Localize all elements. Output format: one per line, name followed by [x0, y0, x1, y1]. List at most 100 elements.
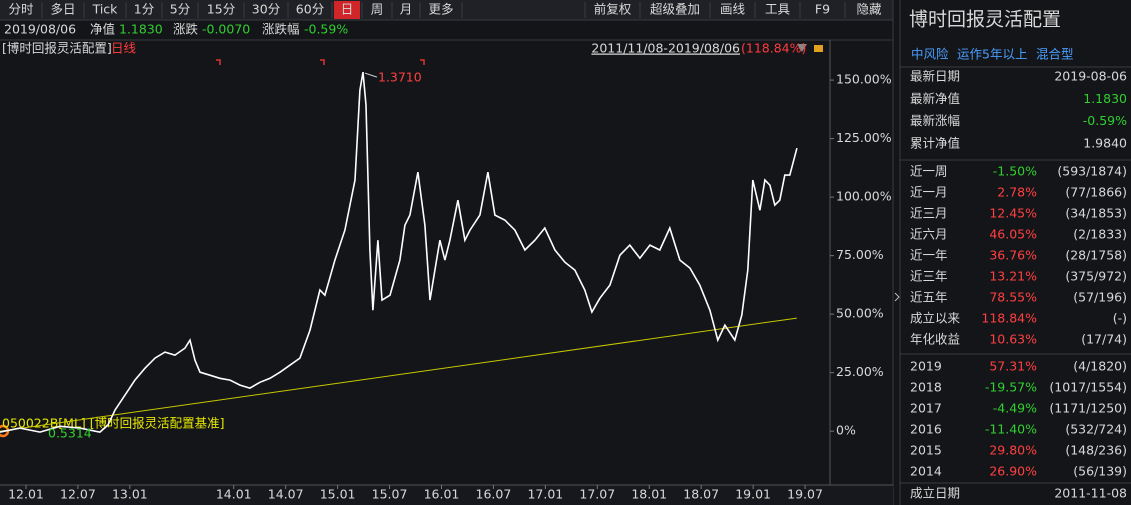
info-label: 净值 — [90, 22, 115, 37]
return-value: 57.31% — [989, 359, 1037, 374]
return-label: 2015 — [910, 443, 942, 458]
annotation: 0.5314 — [48, 426, 92, 441]
return-rank: (148/236) — [1065, 443, 1127, 458]
x-tick-label: 15.01 — [320, 487, 356, 502]
return-value: 10.63% — [989, 332, 1037, 347]
summary-label: 最新涨幅 — [910, 113, 960, 128]
tool-button[interactable]: 前复权 — [594, 2, 632, 17]
info-value: -0.0070 — [202, 22, 250, 37]
x-tick-label: 16.07 — [476, 487, 512, 502]
x-axis-band — [0, 485, 893, 505]
return-label: 2018 — [910, 380, 942, 395]
legend-entry: [博时回报灵活配置] — [2, 41, 112, 56]
return-value: -4.49% — [993, 401, 1037, 416]
return-value: 78.55% — [989, 290, 1037, 305]
event-flag[interactable] — [420, 59, 425, 65]
y-tick-label: 75.00% — [836, 247, 884, 262]
tab[interactable]: 5分 — [170, 2, 190, 17]
return-rank: (28/1758) — [1065, 248, 1127, 263]
summary-label: 最新净值 — [910, 91, 960, 106]
summary-value: 2019-08-06 — [1054, 69, 1127, 84]
tab[interactable]: 60分 — [296, 2, 324, 17]
tab[interactable]: 多日 — [50, 2, 75, 17]
return-value: 118.84% — [981, 311, 1037, 326]
y-tick-label: 100.00% — [836, 189, 892, 204]
return-label: 成立以来 — [910, 311, 961, 326]
toolbar — [0, 0, 893, 20]
summary-value: 1.9840 — [1083, 135, 1127, 150]
tab[interactable]: Tick — [92, 2, 119, 17]
summary-label: 最新日期 — [910, 69, 960, 84]
event-flag[interactable] — [216, 59, 221, 65]
period-label: 日线 — [111, 41, 137, 56]
tool-button[interactable]: F9 — [815, 2, 830, 17]
x-tick-label: 13.01 — [112, 487, 148, 502]
tab[interactable]: 15分 — [207, 2, 235, 17]
y-tick-label: 125.00% — [836, 130, 892, 145]
return-value: -11.40% — [985, 422, 1037, 437]
return-value: 12.45% — [989, 206, 1037, 221]
event-flag[interactable] — [320, 59, 325, 65]
return-label: 近一周 — [910, 164, 948, 179]
annotation-arrow — [364, 72, 378, 78]
return-value: 26.90% — [989, 464, 1037, 479]
series-line — [0, 317, 797, 432]
fund-title: 博时回报灵活配置 — [909, 9, 1061, 31]
y-tick-label: 0% — [836, 423, 856, 438]
return-label: 2014 — [910, 464, 942, 479]
return-value: -19.57% — [985, 380, 1037, 395]
fund-tag: 混合型 — [1036, 47, 1074, 62]
return-rank: (56/139) — [1073, 464, 1127, 479]
dropdown[interactable] — [797, 44, 807, 52]
y-tick-label: 25.00% — [836, 364, 884, 379]
tab[interactable]: 分时 — [8, 2, 34, 17]
return-rank: (1017/1554) — [1049, 380, 1127, 395]
return-rank: (17/74) — [1081, 332, 1127, 347]
return-value: 29.80% — [989, 443, 1037, 458]
series-line — [0, 71, 798, 433]
period-range: 2011/11/08-2019/08/06 — [591, 41, 740, 56]
tab[interactable]: 月 — [400, 2, 413, 17]
tool-button[interactable]: 画线 — [720, 2, 746, 17]
tool-button[interactable]: 超级叠加 — [650, 2, 700, 17]
x-tick-label: 17.01 — [527, 487, 563, 502]
return-rank: (34/1853) — [1065, 206, 1127, 221]
x-tick-label: 18.01 — [631, 487, 667, 502]
tab[interactable]: 1分 — [134, 2, 154, 17]
x-tick-label: 16.01 — [424, 487, 460, 502]
benchmark-label: 050022B[ML] [博时回报灵活配置基准] — [2, 416, 225, 431]
info-value: -0.59% — [304, 22, 348, 37]
tab[interactable]: 更多 — [428, 2, 453, 17]
tab[interactable]: 周 — [371, 2, 384, 17]
info-date: 2019/08/06 — [4, 22, 76, 37]
return-label: 近一月 — [910, 185, 948, 200]
y-tick-label: 150.00% — [836, 72, 892, 87]
return-rank: (593/1874) — [1057, 164, 1127, 179]
summary-label: 累计净值 — [910, 135, 960, 150]
x-tick-label: 14.01 — [216, 487, 252, 502]
x-tick-label: 12.01 — [8, 487, 44, 502]
return-rank: (-) — [1113, 311, 1127, 326]
return-label: 年化收益 — [910, 332, 960, 347]
footer-label: 成立日期 — [910, 486, 960, 501]
return-rank: (375/972) — [1065, 269, 1127, 284]
return-label: 2016 — [910, 422, 942, 437]
return-label: 近五年 — [910, 290, 948, 305]
return-label: 近三年 — [910, 269, 948, 284]
return-label: 近一年 — [910, 248, 948, 263]
tab[interactable]: 日 — [341, 2, 354, 17]
tab[interactable]: 30分 — [252, 2, 280, 17]
x-tick-label: 12.07 — [60, 487, 96, 502]
info-label: 涨跌 — [173, 22, 199, 37]
return-rank: (2/1833) — [1073, 227, 1127, 242]
tool-button[interactable]: 隐藏 — [856, 2, 882, 17]
return-rank: (1171/1250) — [1049, 401, 1127, 416]
annotation: 1.3710 — [378, 70, 422, 85]
tab-active[interactable] — [334, 1, 360, 19]
lock-icon[interactable] — [814, 45, 823, 52]
collapse-arrow[interactable] — [894, 292, 900, 302]
return-value: 13.21% — [989, 269, 1037, 284]
y-tick-label: 50.00% — [836, 306, 884, 321]
tool-button[interactable]: 工具 — [765, 2, 791, 17]
